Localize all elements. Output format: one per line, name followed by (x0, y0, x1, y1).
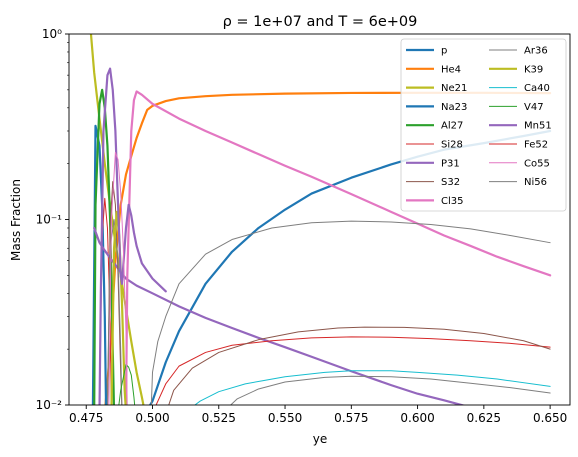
y-axis-label: Mass Fraction (9, 179, 23, 261)
x-tick-label: 0.475 (69, 411, 103, 425)
series-line-ni56 (150, 220, 551, 405)
legend-label-p: p (441, 46, 447, 57)
legend-label-al27: Al27 (441, 121, 463, 132)
legend-label-s32: S32 (441, 177, 460, 188)
x-tick-label: 0.575 (334, 411, 368, 425)
legend-label-cl35: Cl35 (441, 196, 464, 207)
legend-label-si28: Si28 (441, 140, 463, 151)
series-line-mn51 (98, 67, 167, 405)
x-tick-label: 0.625 (467, 411, 501, 425)
series-line-extra-18 (229, 375, 551, 405)
legend-label-k39: K39 (524, 64, 543, 75)
x-tick-label: 0.525 (202, 411, 236, 425)
legend-label-p31: P31 (441, 158, 460, 169)
series-line-extra-17 (168, 326, 551, 405)
series-line-he4 (104, 91, 552, 405)
y-tick-label: 10⁰ (42, 27, 62, 41)
series-line-co55 (108, 151, 128, 405)
y-axis: 10⁻² 10⁻¹ 10⁰ (36, 27, 69, 412)
legend-label-fe52: Fe52 (524, 140, 548, 151)
x-tick-label: 0.650 (533, 411, 567, 425)
chart-title: ρ = 1e+07 and T = 6e+09 (223, 14, 418, 30)
y-tick-label: 10⁻¹ (36, 213, 63, 227)
legend-label-ni56: Ni56 (524, 177, 547, 188)
series-line-fe52 (155, 336, 551, 405)
legend-label-v47: V47 (524, 102, 544, 113)
legend-label-co55: Co55 (524, 158, 550, 169)
series-line-ar36 (107, 219, 123, 405)
legend-label-na23: Na23 (441, 102, 467, 113)
x-tick-label: 0.600 (400, 411, 434, 425)
legend: p He4 Ne21 Na23 Al27 Si28 P31 S32 Cl35 Ar36 K39 Ca4… (400, 38, 567, 212)
x-tick-label: 0.550 (268, 411, 302, 425)
x-axis-label: ye (313, 432, 327, 446)
series-line-na23 (91, 124, 108, 405)
series-line-cl35 (124, 90, 552, 405)
legend-frame (400, 38, 567, 212)
legend-label-mn51: Mn51 (524, 121, 552, 132)
x-tick-label: 0.500 (135, 411, 169, 425)
series-line-ca40 (194, 370, 551, 405)
y-tick-label: 10⁻² (36, 398, 63, 412)
legend-label-ar36: Ar36 (524, 46, 548, 57)
legend-label-he4: He4 (441, 64, 461, 75)
series-line-p31 (93, 226, 466, 405)
series-line-v47 (118, 364, 136, 405)
x-axis: 0.475 0.500 0.525 0.550 0.575 0.600 0.625 0.650 (69, 405, 567, 425)
legend-label-ne21: Ne21 (441, 83, 467, 94)
series-layer (89, 34, 552, 405)
legend-label-ca40: Ca40 (524, 83, 550, 94)
